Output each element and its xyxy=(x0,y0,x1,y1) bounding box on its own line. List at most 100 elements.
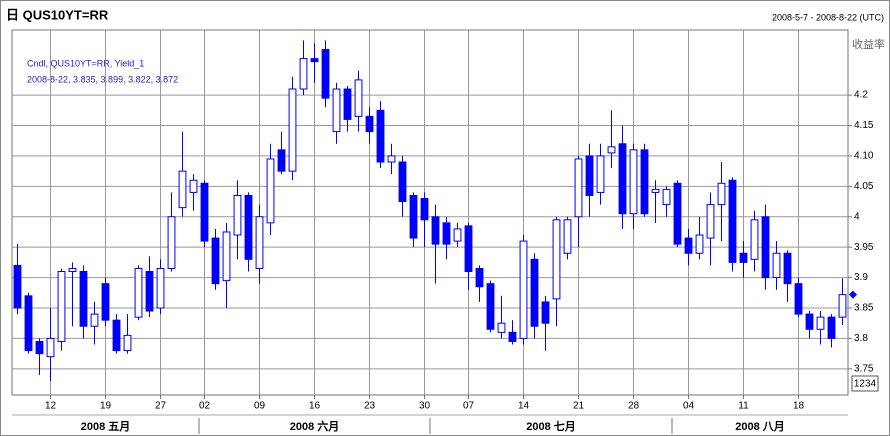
candle-body xyxy=(486,283,495,330)
x-tick-label: 27 xyxy=(155,401,167,412)
x-tick-label: 09 xyxy=(254,401,266,412)
candle-body xyxy=(552,219,561,300)
candle-body xyxy=(827,316,836,339)
y-tick-label: 4.2 xyxy=(854,90,868,101)
candle-body xyxy=(123,334,132,352)
chart-title: 日 QUS10YT=RR xyxy=(6,7,109,22)
candle-body xyxy=(585,155,594,196)
candle-body xyxy=(354,79,363,117)
y-tick-label: 3.9 xyxy=(854,272,868,283)
x-tick-label: 16 xyxy=(309,401,321,412)
candle-body xyxy=(299,58,308,90)
candle-body xyxy=(508,331,517,342)
candle-body xyxy=(475,267,484,288)
candle-body xyxy=(695,234,704,254)
candle-body xyxy=(178,170,187,209)
candle-body xyxy=(673,182,682,245)
x-tick-label: 07 xyxy=(463,401,475,412)
candle-body xyxy=(233,194,242,236)
candle-body xyxy=(464,225,473,273)
legend-values: 2008-8-22, 3.835, 3.899, 3.822, 3.872 xyxy=(27,74,178,84)
candle-body xyxy=(607,146,616,154)
candle-body xyxy=(365,115,374,133)
candle-body xyxy=(816,316,825,330)
candle-body xyxy=(794,283,803,315)
candle-body xyxy=(57,271,66,342)
candle-body xyxy=(211,237,220,285)
candle-body xyxy=(805,313,814,330)
candle-body xyxy=(519,240,528,339)
corner-box xyxy=(851,375,879,392)
candle-body xyxy=(739,252,748,263)
y-tick-label: 4 xyxy=(854,211,860,222)
candle-body xyxy=(46,337,55,358)
candle-body xyxy=(684,237,693,254)
candle-body xyxy=(156,267,165,309)
candle-body xyxy=(541,301,550,324)
candle-body xyxy=(706,204,715,239)
candle-body xyxy=(112,319,121,352)
candle-body xyxy=(618,143,627,215)
month-label: 2008 六月 xyxy=(290,419,340,433)
corner-box-label: 1234 xyxy=(854,379,877,390)
y-tick-label: 4.05 xyxy=(854,181,874,192)
candle-body xyxy=(728,179,737,263)
candle-body xyxy=(145,271,154,312)
candle-body xyxy=(332,88,341,133)
candle-body xyxy=(629,149,638,215)
y-axis-label: 收益率 xyxy=(852,37,885,51)
x-tick-label: 04 xyxy=(683,401,695,412)
candle-body xyxy=(651,188,660,193)
candle-body xyxy=(343,88,352,120)
candle-body xyxy=(321,48,330,99)
candle-body xyxy=(189,179,198,193)
candle-body xyxy=(101,283,110,321)
month-label: 2008 五月 xyxy=(81,420,131,433)
month-label: 2008 七月 xyxy=(526,419,576,433)
candle-body xyxy=(90,313,99,327)
candle-body xyxy=(200,182,209,242)
x-tick-label: 02 xyxy=(199,401,211,412)
x-tick-label: 28 xyxy=(628,401,640,412)
date-range: 2008-5-7 - 2008-8-22 (UTC) xyxy=(772,12,884,22)
candle-body xyxy=(255,216,264,269)
candle-body xyxy=(431,216,440,245)
candle-body xyxy=(761,216,770,279)
y-tick-label: 4.15 xyxy=(854,120,874,131)
candle-body xyxy=(35,340,44,355)
candle-body xyxy=(68,267,77,273)
x-tick-label: 14 xyxy=(518,401,530,412)
candle-body xyxy=(640,149,649,215)
candle-body xyxy=(222,231,231,282)
candle-body xyxy=(13,264,22,309)
x-tick-label: 21 xyxy=(573,401,585,412)
candle-body xyxy=(376,109,385,163)
x-tick-label: 19 xyxy=(100,401,112,412)
candle-body xyxy=(783,252,792,285)
x-tick-label: 23 xyxy=(364,401,376,412)
candle-body xyxy=(79,271,88,327)
candle-body xyxy=(453,228,462,242)
candle-body xyxy=(596,155,605,193)
last-value-marker xyxy=(849,290,857,299)
month-label: 2008 八月 xyxy=(735,420,785,433)
candle-body xyxy=(167,216,176,269)
candle-body xyxy=(662,188,671,206)
candle-body xyxy=(244,194,253,260)
candle-body xyxy=(288,88,297,172)
candle-body xyxy=(24,295,33,352)
y-tick-label: 3.75 xyxy=(854,363,874,374)
candle-body xyxy=(772,252,781,279)
candle-body xyxy=(398,161,407,203)
y-tick-label: 3.95 xyxy=(854,242,874,253)
candle-body xyxy=(277,149,286,172)
legend-entry: Cndl, QUS10YT=RR, Yield_1 xyxy=(27,58,144,68)
candle-body xyxy=(442,222,451,245)
candle-body xyxy=(530,258,539,327)
candle-body xyxy=(409,194,418,239)
candle-body xyxy=(717,182,726,206)
candle-body xyxy=(838,294,847,318)
x-tick-label: 18 xyxy=(793,401,805,412)
x-tick-label: 12 xyxy=(45,401,57,412)
